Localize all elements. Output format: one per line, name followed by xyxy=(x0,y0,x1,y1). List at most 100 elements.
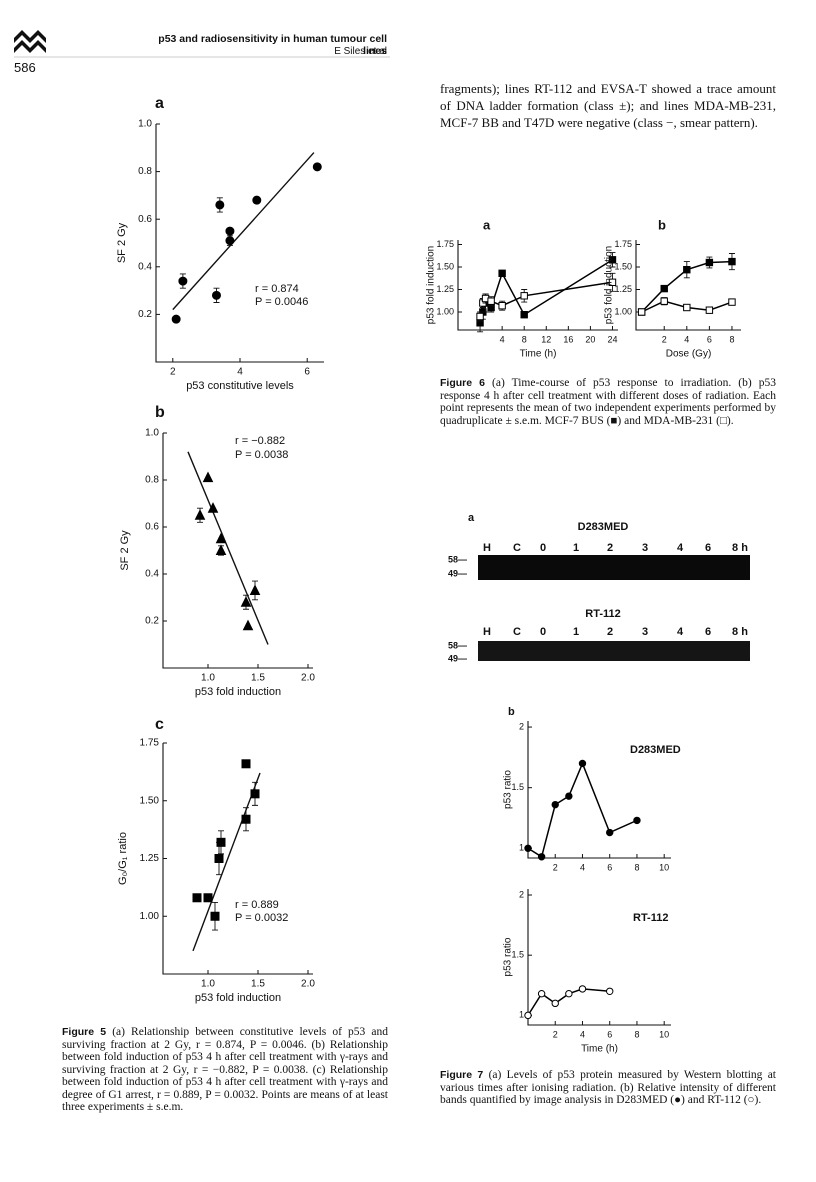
data-point xyxy=(203,893,213,903)
lane-label: C xyxy=(513,626,521,638)
y-axis-label: p53 fold induction xyxy=(604,246,615,324)
data-point xyxy=(312,162,322,172)
caption-label: Figure 6 xyxy=(440,377,485,389)
data-point xyxy=(520,292,528,300)
data-point xyxy=(252,195,262,205)
data-point xyxy=(241,759,251,769)
axes xyxy=(457,240,618,331)
data-point xyxy=(225,226,235,236)
x-tick-label: 2.0 xyxy=(301,673,315,684)
data-point xyxy=(728,298,736,306)
y-tick-label: 0.8 xyxy=(145,475,159,486)
annotation: P = 0.0038 xyxy=(235,449,288,461)
data-point xyxy=(683,266,691,274)
y-tick-label: 1.0 xyxy=(138,119,152,130)
annotation: P = 0.0046 xyxy=(255,296,308,308)
y-tick-label: 1.25 xyxy=(140,853,160,864)
caption-label: Figure 7 xyxy=(440,1069,484,1081)
data-point xyxy=(215,532,227,544)
axes xyxy=(155,124,324,363)
panel-label: a xyxy=(483,217,491,232)
x-tick-label: 6 xyxy=(304,367,310,378)
y-tick-label: 0.2 xyxy=(138,309,152,320)
caption: Figure 6 (a) Time-course of p53 response… xyxy=(440,377,776,427)
caption: Figure 5 (a) Relationship between consti… xyxy=(62,1026,388,1114)
blot-title: D283MED xyxy=(578,521,629,533)
data-point xyxy=(520,311,528,319)
running-authors: E Siles et al xyxy=(334,46,387,57)
x-tick-label: 4 xyxy=(684,334,689,344)
data-point xyxy=(171,314,181,324)
y-tick-label: 2 xyxy=(519,889,524,899)
lane-label: 3 xyxy=(642,626,648,638)
page-number: 586 xyxy=(14,60,36,75)
x-tick-label: 8 xyxy=(522,334,527,344)
data-point xyxy=(216,837,226,847)
data-point xyxy=(637,308,646,316)
panel-label: b xyxy=(155,404,165,421)
axes xyxy=(162,433,313,669)
data-point xyxy=(225,236,235,246)
lane-label: 1 xyxy=(573,626,579,638)
x-tick-label: 2 xyxy=(662,334,667,344)
data-point xyxy=(210,911,220,921)
y-tick-label: 1.5 xyxy=(511,950,524,960)
lane-label: H xyxy=(483,626,491,638)
y-tick-label: 0.8 xyxy=(138,166,152,177)
lane-label: 6 xyxy=(705,626,711,638)
data-point xyxy=(194,509,206,520)
x-tick-label: 2 xyxy=(553,1029,558,1039)
data-line xyxy=(479,259,613,323)
y-axis-label: SF 2 Gy xyxy=(119,530,131,571)
data-point xyxy=(608,278,617,287)
lane-label: C xyxy=(513,542,521,554)
y-tick-label: 1.5 xyxy=(511,782,524,792)
western-blot: a xyxy=(468,512,750,661)
lane-label: 3 xyxy=(642,542,648,554)
x-axis-label: p53 fold induction xyxy=(195,686,281,698)
caption-text: (a) Relationship between constitutive le… xyxy=(62,1026,389,1113)
x-axis-label: Time (h) xyxy=(520,349,557,360)
x-tick-label: 16 xyxy=(563,334,573,344)
x-tick-label: 8 xyxy=(634,1029,639,1039)
data-point xyxy=(578,759,587,768)
size-marker: 49— xyxy=(448,568,467,578)
lane-label: 8 h xyxy=(732,626,748,638)
panel-label: b xyxy=(508,706,515,718)
blot-title: RT-112 xyxy=(585,608,620,620)
annotation: r = 0.874 xyxy=(255,283,299,295)
data-point xyxy=(215,200,225,210)
axes xyxy=(635,240,741,331)
data-point xyxy=(207,502,219,513)
lane-label: 2 xyxy=(607,542,613,554)
x-axis-label: p53 fold induction xyxy=(195,992,281,1004)
y-tick-label: 1.50 xyxy=(140,795,160,806)
size-marker: 58— xyxy=(448,554,467,564)
lane-label: 1 xyxy=(573,542,579,554)
lane-label: 4 xyxy=(677,626,684,638)
data-point xyxy=(705,258,714,267)
data-point xyxy=(705,306,714,314)
y-tick-label: 1 xyxy=(519,1010,524,1020)
data-point xyxy=(214,854,224,863)
data-point xyxy=(551,999,559,1008)
y-tick-label: 1.00 xyxy=(614,306,632,316)
journal-logo xyxy=(14,30,46,53)
x-tick-label: 2.0 xyxy=(301,979,315,990)
x-tick-label: 4 xyxy=(580,1029,585,1039)
blot-band xyxy=(478,641,750,661)
running-title: p53 and radiosensitivity in human tumour… xyxy=(158,33,387,57)
y-tick-label: 0.4 xyxy=(138,261,152,272)
data-point xyxy=(524,1011,532,1020)
data-point xyxy=(498,302,506,310)
caption: Figure 7 (a) Levels of p53 protein measu… xyxy=(440,1069,776,1107)
lane-label: 6 xyxy=(705,542,711,554)
x-tick-label: 1.0 xyxy=(201,979,215,990)
x-tick-label: 1.5 xyxy=(251,673,265,684)
caption-text: (a) Levels of p53 protein measured by We… xyxy=(440,1069,777,1106)
lane-label: 2 xyxy=(607,626,613,638)
x-tick-label: 4 xyxy=(580,862,585,872)
fit-line xyxy=(172,152,315,311)
x-tick-label: 2 xyxy=(170,367,176,378)
data-point xyxy=(633,816,641,825)
